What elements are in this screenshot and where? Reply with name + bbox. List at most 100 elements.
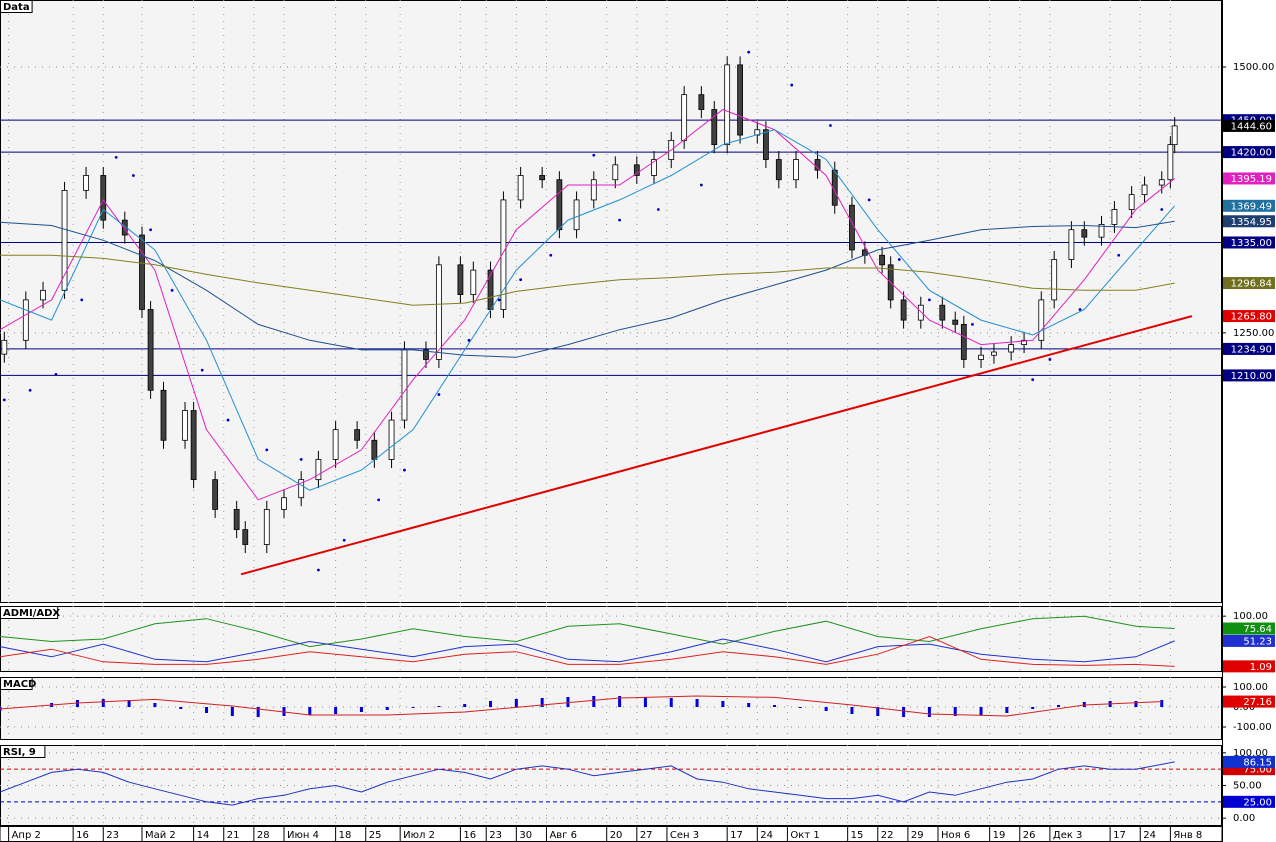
value-tag — [1223, 634, 1275, 647]
signal-line — [0, 695, 1162, 717]
histogram-bar — [230, 707, 234, 716]
candle-body — [556, 179, 563, 231]
value-tag-label: 1420.00 — [1231, 148, 1272, 159]
plot-area — [0, 0, 1222, 603]
indicator-line — [0, 615, 1175, 648]
y-tick-label: 100.00 — [1233, 682, 1268, 693]
candle-body — [590, 179, 597, 201]
y-tick-label: 100.00 — [1233, 748, 1268, 759]
y-tick-label: 100.00 — [1233, 611, 1268, 622]
value-tag-label: 1234.90 — [1231, 344, 1272, 355]
histogram-bar — [489, 701, 493, 707]
value-tag — [1223, 277, 1275, 290]
value-tag-label: 75.64 — [1243, 624, 1272, 635]
plot-area — [0, 745, 1222, 826]
candle-body — [1167, 144, 1174, 181]
sar-dot — [317, 568, 320, 572]
candle-body — [1158, 179, 1165, 186]
x-tick-label: 28 — [257, 830, 270, 841]
x-tick-label: 23 — [489, 830, 502, 841]
candle-body — [83, 175, 89, 191]
histogram-bar — [127, 700, 131, 707]
panel-title-box — [0, 745, 46, 758]
panel-title: RSI, 9 — [3, 747, 36, 758]
candle-body — [711, 109, 718, 146]
value-tag — [1223, 215, 1275, 228]
x-tick-label: 17 — [1113, 830, 1126, 841]
x-tick-label: 30 — [519, 830, 532, 841]
value-tag — [1223, 342, 1275, 355]
histogram-bar — [256, 707, 260, 717]
panel-title: MACD — [3, 679, 36, 690]
candle-body — [212, 479, 219, 510]
y-tick-label: 1250.00 — [1233, 328, 1274, 339]
x-tick-label: Май 2 — [145, 830, 176, 841]
y-tick-label: 0.00 — [1233, 813, 1255, 824]
candle-body — [879, 254, 885, 266]
panel-title: ADMI/ADX — [3, 608, 60, 619]
panel — [0, 745, 1222, 826]
candle-body — [1008, 344, 1015, 353]
x-tick-label: Июн 4 — [287, 830, 319, 841]
moving-average — [0, 220, 1175, 358]
x-tick-label: 21 — [227, 830, 240, 841]
candle-body — [147, 309, 154, 391]
histogram-bar — [385, 707, 389, 710]
sar-dot — [618, 218, 622, 222]
candle-body — [332, 429, 339, 460]
x-tick-label: Июл 2 — [403, 830, 435, 841]
sar-dot — [928, 298, 931, 302]
histogram-bar — [411, 707, 415, 708]
histogram-bar — [1005, 707, 1009, 713]
x-tick-label: 16 — [463, 830, 476, 841]
candle-body — [1128, 194, 1135, 210]
sar-dot — [897, 258, 901, 261]
histogram-bar — [824, 707, 828, 711]
value-tag — [1223, 622, 1275, 635]
sar-dot — [114, 155, 118, 159]
value-tag-label: 1.09 — [1250, 662, 1272, 673]
histogram-bar — [205, 707, 209, 713]
panel-title-box — [0, 606, 59, 619]
x-tick-label: 15 — [851, 830, 864, 841]
candle-body — [1171, 125, 1178, 146]
x-tick-label: 25 — [369, 830, 382, 841]
sar-dot — [54, 372, 58, 376]
sar-dot — [519, 278, 523, 282]
histogram-bar — [927, 707, 931, 717]
x-tick-label: Апр 2 — [12, 830, 41, 841]
histogram-bar — [1056, 705, 1060, 707]
value-tag-label: 1210.00 — [1231, 371, 1272, 382]
candle-body — [952, 319, 959, 325]
value-tag-label: 1369.49 — [1231, 201, 1272, 212]
candle-body — [1098, 223, 1105, 238]
candle-body — [281, 497, 287, 510]
histogram-bar — [798, 707, 802, 708]
value-tag — [1223, 310, 1275, 323]
value-tag — [1223, 236, 1275, 249]
x-tick-label: 20 — [610, 830, 623, 841]
sar-dot — [299, 458, 303, 461]
histogram-bar — [153, 703, 157, 707]
candle-body — [939, 304, 946, 321]
candle-body — [435, 264, 442, 360]
x-tick-label: 17 — [730, 830, 743, 841]
value-tag — [1223, 369, 1275, 382]
x-tick-label: Авг 6 — [549, 830, 577, 841]
panel — [0, 677, 1222, 740]
histogram-bar — [514, 699, 518, 707]
histogram-bar — [334, 707, 338, 714]
candle-body — [470, 269, 477, 295]
candle-body — [1, 339, 8, 355]
candle-body — [315, 459, 322, 481]
x-tick-label: 26 — [1023, 830, 1036, 841]
candle-body — [651, 159, 657, 176]
value-tag-label: 25.00 — [1243, 797, 1272, 808]
histogram-bar — [850, 707, 854, 714]
value-tag — [1223, 695, 1275, 708]
candle-body — [371, 439, 378, 460]
sar-dot — [867, 198, 871, 202]
candle-body — [900, 299, 907, 321]
y-tick-label: 1500.00 — [1233, 62, 1274, 73]
value-tag — [1223, 172, 1275, 185]
